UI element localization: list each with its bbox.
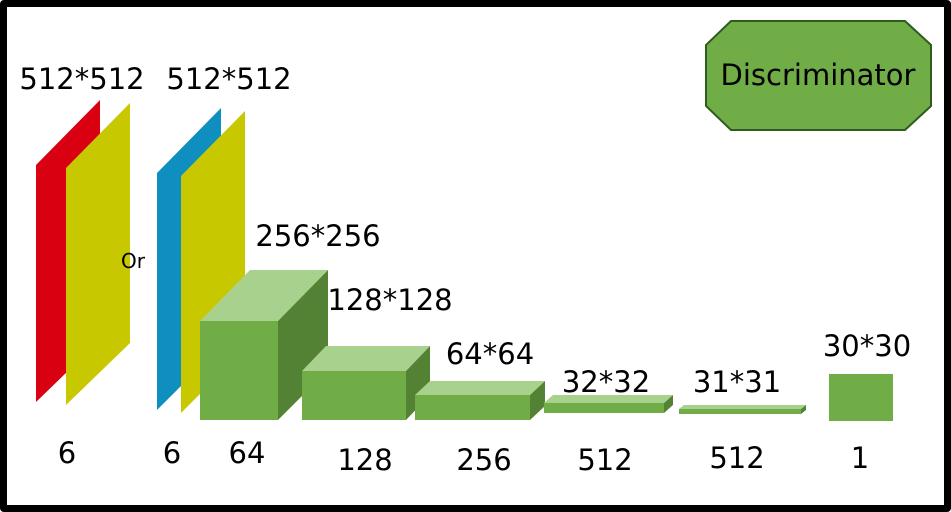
- layer-4-block: 32*32 512: [544, 365, 673, 477]
- or-label: Or: [121, 249, 146, 273]
- input-1-channels-label: 6: [58, 436, 76, 470]
- layer-4-channels-label: 512: [577, 443, 632, 477]
- layer-2-size-label: 128*128: [327, 283, 452, 317]
- input-2-size-label: 512*512: [166, 62, 291, 96]
- layer-3-size-label: 64*64: [446, 337, 534, 371]
- input-2-channels-label: 6: [163, 436, 181, 470]
- layer-6-channels-label: 1: [851, 441, 869, 475]
- layer-6-block: 30*30 1: [823, 329, 911, 475]
- layer-2-block: 128*128 128: [302, 283, 453, 477]
- title-octagon: [705, 20, 932, 131]
- diagram-title: Discriminator: [721, 58, 916, 92]
- layer-3-top-face: [415, 381, 545, 395]
- layer-5-size-label: 31*31: [693, 365, 781, 399]
- input-1-size-label: 512*512: [19, 62, 144, 96]
- layer-3-block: 64*64 256: [415, 337, 545, 477]
- layer-1-front-face: [200, 321, 278, 420]
- layer-4-top-face: [544, 395, 673, 403]
- input-pair-1: 512*512 6: [19, 62, 144, 470]
- layer-6-size-label: 30*30: [823, 329, 911, 363]
- layer-4-front-face: [544, 403, 664, 413]
- layer-2-channels-label: 128: [337, 443, 392, 477]
- layer-3-front-face: [415, 395, 530, 420]
- layer-2-front-face: [302, 371, 406, 420]
- layer-2-side-face: [406, 346, 430, 420]
- layer-1-top-face: [200, 270, 328, 321]
- layer-5-channels-label: 512: [709, 441, 764, 475]
- layer-1-block: 256*256 64: [200, 219, 381, 470]
- layer-5-block: 31*31 512: [679, 365, 806, 475]
- layer-1-size-label: 256*256: [255, 219, 380, 253]
- layer-3-channels-label: 256: [456, 443, 511, 477]
- layer-4-size-label: 32*32: [562, 365, 650, 399]
- layer-6-front-face: [829, 374, 893, 421]
- title-badge: Discriminator: [705, 20, 932, 131]
- layer-4-side-face: [664, 395, 673, 413]
- layer-5-front-face: [679, 409, 801, 414]
- layer-5-top-face: [679, 405, 806, 409]
- input-1-front-plane: [66, 103, 130, 405]
- layer-2-top-face: [302, 346, 430, 371]
- layer-3-side-face: [530, 381, 545, 420]
- layer-1-channels-label: 64: [229, 436, 266, 470]
- layer-5-side-face: [801, 405, 806, 414]
